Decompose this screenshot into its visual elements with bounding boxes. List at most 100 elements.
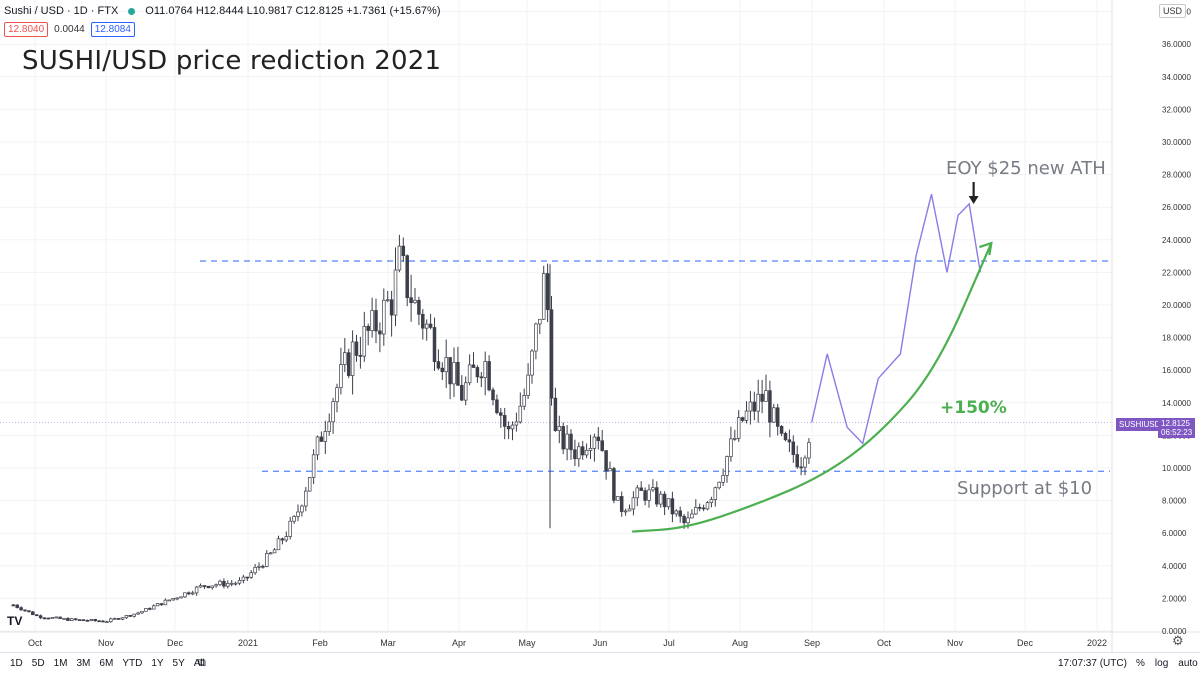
candle-body: [47, 618, 50, 619]
timeframe-6m-button[interactable]: 6M: [99, 658, 113, 669]
auto-scale-button[interactable]: auto: [1178, 658, 1197, 669]
candle-body: [141, 611, 144, 613]
calendar-range-icon[interactable]: ⧉: [198, 657, 206, 670]
candle-body: [718, 482, 721, 487]
candle-body: [223, 581, 226, 586]
currency-select[interactable]: USD: [1159, 4, 1186, 18]
timeframe-5y-button[interactable]: 5Y: [173, 658, 185, 669]
candle-body: [375, 311, 378, 331]
candle-body: [527, 375, 530, 395]
candle-body: [51, 617, 54, 618]
gear-icon[interactable]: ⚙: [1172, 633, 1184, 649]
candle-body: [772, 408, 775, 422]
candle-body: [102, 621, 105, 622]
candle-body: [70, 619, 73, 621]
candle-body: [730, 439, 733, 457]
candle-body: [316, 437, 319, 455]
candle-body: [792, 442, 795, 455]
candle-body: [382, 300, 385, 334]
candle-body: [293, 516, 296, 521]
x-tick-label: Mar: [380, 638, 396, 648]
candle-body: [511, 425, 514, 429]
timeframe-1m-button[interactable]: 1M: [54, 658, 68, 669]
candle-body: [35, 615, 38, 616]
candle-body: [425, 324, 428, 328]
candle-body: [304, 491, 307, 506]
timeframe-ytd-button[interactable]: YTD: [122, 658, 142, 669]
candle-body: [706, 503, 709, 509]
candles-group: [12, 235, 810, 623]
y-tick-label: 28.0000: [1162, 171, 1191, 180]
candle-body: [694, 507, 697, 514]
candle-body: [406, 256, 409, 298]
timeframe-5d-button[interactable]: 5D: [32, 658, 45, 669]
candle-body: [98, 621, 101, 622]
candle-body: [94, 619, 97, 620]
candle-body: [43, 618, 46, 619]
candle-body: [780, 426, 783, 433]
candle-body: [757, 394, 760, 411]
y-tick-label: 4.0000: [1162, 562, 1187, 571]
timeframe-1y-button[interactable]: 1Y: [151, 658, 163, 669]
candle-body: [328, 422, 331, 432]
candle-body: [558, 426, 561, 430]
candle-body: [581, 447, 584, 455]
y-tick-label: 16.0000: [1162, 366, 1191, 375]
candle-body: [238, 580, 241, 583]
y-tick-label: 8.0000: [1162, 497, 1187, 506]
candle-body: [133, 614, 136, 616]
tradingview-logo[interactable]: TV: [7, 614, 22, 628]
candle-body: [437, 362, 440, 369]
candle-body: [172, 598, 175, 600]
utc-clock[interactable]: 17:07:37 (UTC): [1058, 658, 1127, 669]
y-tick-label: 20.0000: [1162, 301, 1191, 310]
candle-body: [63, 618, 66, 619]
candle-body: [585, 450, 588, 454]
candle-body: [733, 438, 736, 439]
candle-body: [566, 434, 569, 449]
candle-body: [659, 494, 662, 504]
candle-body: [616, 496, 619, 500]
candle-body: [351, 342, 354, 376]
down-arrow-head: [969, 196, 979, 204]
candle-body: [457, 362, 460, 385]
percent-scale-button[interactable]: %: [1136, 658, 1145, 669]
timeframe-1d-button[interactable]: 1D: [10, 658, 23, 669]
candle-body: [671, 499, 674, 514]
candle-body: [492, 390, 495, 400]
candle-body: [242, 577, 245, 580]
x-tick-label: Feb: [312, 638, 328, 648]
y-tick-label: 24.0000: [1162, 236, 1191, 245]
candle-body: [28, 611, 31, 612]
x-tick-label: Aug: [732, 638, 748, 648]
candle-body: [589, 448, 592, 450]
candle-body: [39, 616, 42, 618]
log-scale-button[interactable]: log: [1155, 658, 1168, 669]
y-tick-label: 30.0000: [1162, 138, 1191, 147]
timeframe-3m-button[interactable]: 3M: [77, 658, 91, 669]
candle-body: [722, 475, 725, 482]
candle-body: [250, 573, 253, 578]
x-tick-label: Apr: [452, 638, 466, 648]
sell-button[interactable]: 12.8040: [4, 22, 48, 37]
candle-body: [675, 511, 678, 514]
candle-body: [187, 593, 190, 594]
candle-body: [546, 274, 549, 310]
buy-button[interactable]: 12.8084: [91, 22, 135, 37]
candle-body: [106, 622, 109, 623]
candle-body: [655, 488, 658, 504]
bar-countdown: 06:52:23: [1161, 428, 1192, 437]
candle-body: [652, 488, 655, 490]
symbol-info[interactable]: Sushi / USD · 1D · FTX: [4, 5, 118, 17]
candle-body: [12, 605, 15, 606]
y-tick-label: 32.0000: [1162, 105, 1191, 114]
candle-body: [632, 498, 635, 509]
candle-body: [125, 615, 128, 617]
candle-body: [78, 620, 81, 621]
candle-body: [226, 583, 229, 586]
candle-body: [199, 586, 202, 588]
candle-body: [788, 440, 791, 442]
candle-body: [765, 391, 768, 402]
x-tick-label: May: [518, 638, 536, 648]
